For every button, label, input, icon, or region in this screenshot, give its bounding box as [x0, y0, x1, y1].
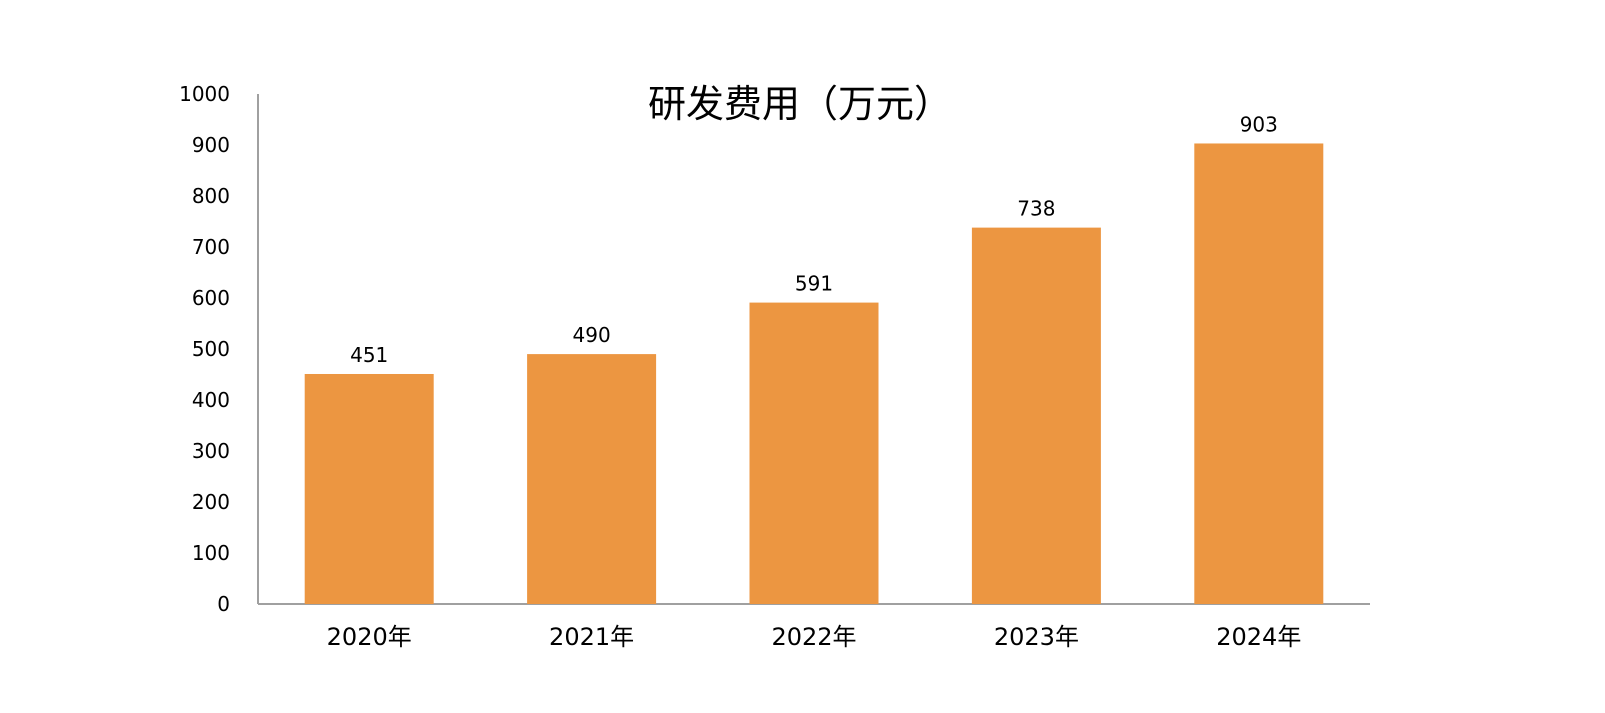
- y-tick-label: 200: [192, 490, 230, 514]
- x-tick-label: 2023年: [994, 623, 1079, 651]
- y-tick-label: 300: [192, 439, 230, 463]
- data-label: 451: [350, 343, 388, 367]
- y-tick-label: 900: [192, 133, 230, 157]
- data-label: 903: [1240, 112, 1278, 136]
- x-tick-label: 2022年: [771, 623, 856, 651]
- bar-2022年: [749, 302, 879, 604]
- data-label: 490: [573, 323, 611, 347]
- x-tick-label: 2024年: [1216, 623, 1301, 651]
- data-label: 591: [795, 272, 833, 296]
- y-tick-label: 800: [192, 184, 230, 208]
- x-axis: 2020年 2021年 2022年 2023年 2024年: [258, 603, 1370, 651]
- data-labels: 451 490 591 738 903: [350, 112, 1278, 367]
- y-tick-label: 0: [217, 592, 230, 616]
- bars: [304, 143, 1324, 604]
- bar-2023年: [971, 227, 1101, 604]
- bar-2020年: [304, 373, 434, 604]
- y-tick-label: 1000: [179, 82, 230, 106]
- chart-title: 研发费用（万元）: [648, 82, 952, 126]
- x-tick-label: 2021年: [549, 623, 634, 651]
- y-tick-label: 100: [192, 541, 230, 565]
- x-tick-label: 2020年: [327, 623, 412, 651]
- y-axis: 0 100 200 300 400 500 600 700 800 900 1000: [179, 82, 259, 616]
- y-tick-label: 600: [192, 286, 230, 310]
- y-tick-label: 700: [192, 235, 230, 259]
- data-label: 738: [1017, 197, 1055, 221]
- bar-2024年: [1194, 143, 1324, 604]
- y-tick-label: 400: [192, 388, 230, 412]
- y-tick-label: 500: [192, 337, 230, 361]
- bar-2021年: [527, 354, 657, 604]
